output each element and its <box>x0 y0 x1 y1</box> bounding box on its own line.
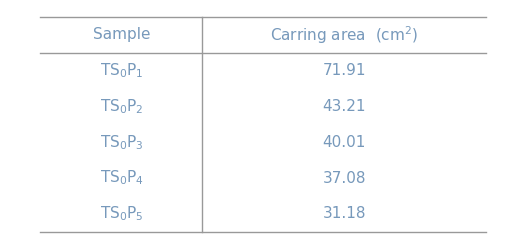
Text: $\mathrm{TS_0P_3}$: $\mathrm{TS_0P_3}$ <box>99 133 143 152</box>
Text: 40.01: 40.01 <box>322 135 365 150</box>
Text: $\mathrm{TS_0P_2}$: $\mathrm{TS_0P_2}$ <box>99 97 143 116</box>
Text: 71.91: 71.91 <box>322 63 365 78</box>
Text: $\mathrm{TS_0P_4}$: $\mathrm{TS_0P_4}$ <box>99 169 143 187</box>
Text: 43.21: 43.21 <box>322 99 365 114</box>
Text: $\mathrm{TS_0P_5}$: $\mathrm{TS_0P_5}$ <box>99 204 143 223</box>
Text: 37.08: 37.08 <box>322 171 365 186</box>
Text: Carring area  (cm$^2$): Carring area (cm$^2$) <box>270 24 417 46</box>
Text: $\mathrm{TS_0P_1}$: $\mathrm{TS_0P_1}$ <box>99 61 143 80</box>
Text: Sample: Sample <box>92 28 150 42</box>
Text: 31.18: 31.18 <box>322 206 365 221</box>
